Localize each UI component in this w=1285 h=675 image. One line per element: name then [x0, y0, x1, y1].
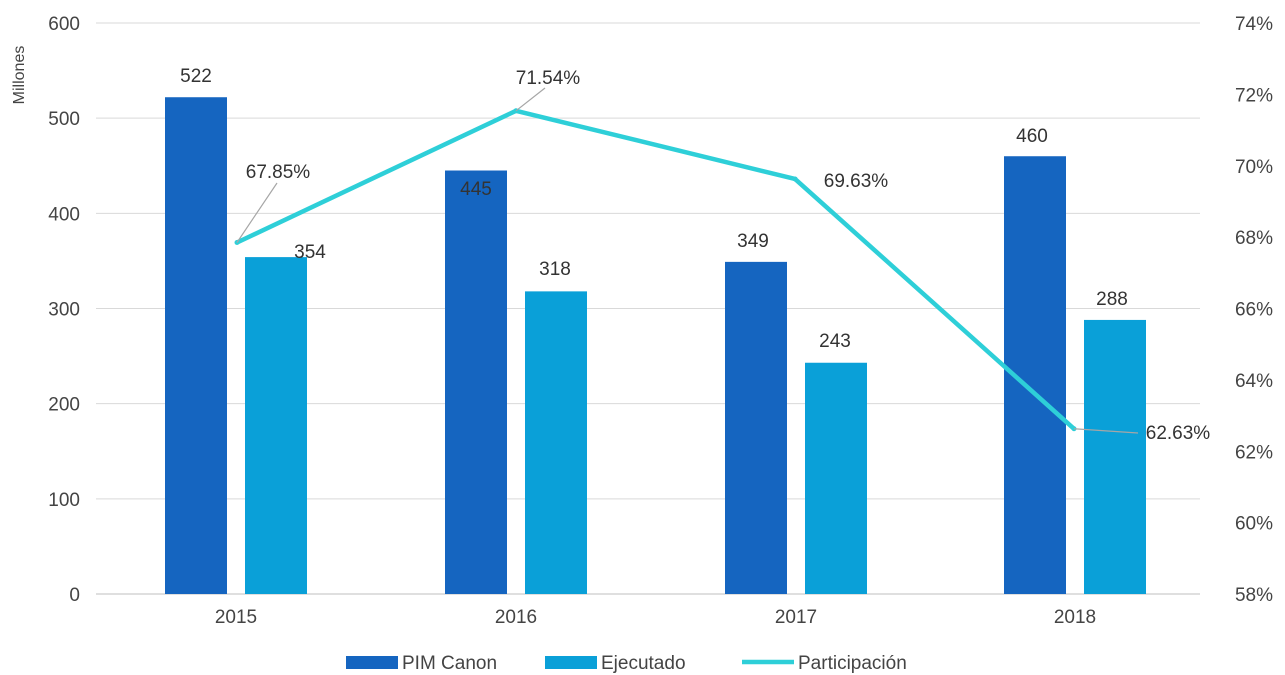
y-tick-label: 0 — [69, 585, 80, 606]
bar-value-label: 243 — [819, 331, 851, 352]
x-tick-label: 2018 — [1054, 607, 1096, 628]
y-tick-label: 600 — [48, 14, 80, 35]
bar-pim-canon — [165, 97, 227, 594]
line-value-label: 71.54% — [516, 68, 581, 89]
bar-ejecutado — [1084, 319, 1146, 594]
y2-tick-label: 72% — [1235, 85, 1273, 106]
bar-ejecutado — [525, 291, 587, 594]
y2-tick-label: 74% — [1235, 14, 1273, 35]
y-tick-label: 400 — [48, 204, 80, 225]
bar-value-label: 445 — [460, 179, 492, 200]
bar-pim-canon — [725, 261, 787, 594]
leader-line — [236, 182, 278, 243]
y2-tick-label: 68% — [1235, 228, 1273, 249]
y-tick-label: 100 — [48, 490, 80, 511]
data-labels: 522 445 349 460 354 318 243 288 67.85% 71.54% 69.6… — [180, 66, 1210, 444]
participation-line-path — [236, 108, 1076, 431]
legend: PIM Canon Ejecutado Participación — [346, 653, 907, 674]
x-tick-label: 2016 — [495, 607, 537, 628]
y-tick-label: 500 — [48, 109, 80, 130]
legend-item-pim canon: PIM Canon — [346, 653, 497, 674]
y2-tick-label: 62% — [1235, 442, 1273, 463]
leader-line — [515, 87, 546, 112]
y2-tick-label: 64% — [1235, 371, 1273, 392]
y2-tick-label: 60% — [1235, 514, 1273, 535]
y-tick-label: 200 — [48, 395, 80, 416]
bar-value-label: 460 — [1016, 126, 1048, 147]
x-tick-label: 2017 — [775, 607, 817, 628]
y-tick-label: 300 — [48, 300, 80, 321]
bar-value-label: 354 — [294, 242, 326, 263]
leader-line — [1073, 428, 1139, 434]
legend-label: PIM Canon — [402, 653, 497, 674]
bars — [165, 97, 1146, 594]
line-value-label: 67.85% — [246, 162, 311, 183]
bar-ejecutado — [805, 362, 867, 594]
legend-label: Participación — [798, 653, 907, 674]
bar-pim-canon — [445, 170, 507, 594]
participation-point — [792, 176, 798, 182]
bar-value-label: 349 — [737, 231, 769, 252]
y-axis-title: Millones — [11, 46, 28, 105]
axes: Millones 0 100 200 300 400 500 600 58% 60% 62% 64%… — [11, 14, 1273, 628]
line-value-label: 69.63% — [824, 171, 889, 192]
leader-lines — [236, 87, 1139, 434]
bar-value-label: 522 — [180, 66, 212, 87]
x-tick-label: 2015 — [215, 607, 257, 628]
legend-item-ejecutado: Ejecutado — [545, 653, 686, 674]
y2-tick-label: 58% — [1235, 585, 1273, 606]
y2-tick-label: 70% — [1235, 157, 1273, 178]
bar-ejecutado — [245, 257, 307, 594]
bar-value-label: 288 — [1096, 289, 1128, 310]
legend-swatch — [545, 656, 597, 669]
line-value-label: 62.63% — [1146, 423, 1211, 444]
y2-tick-label: 66% — [1235, 300, 1273, 321]
legend-item-participación: Participación — [742, 653, 907, 674]
bar-value-label: 318 — [539, 259, 571, 280]
participation-line — [234, 108, 1077, 432]
legend-label: Ejecutado — [601, 653, 686, 674]
legend-swatch — [346, 656, 398, 669]
